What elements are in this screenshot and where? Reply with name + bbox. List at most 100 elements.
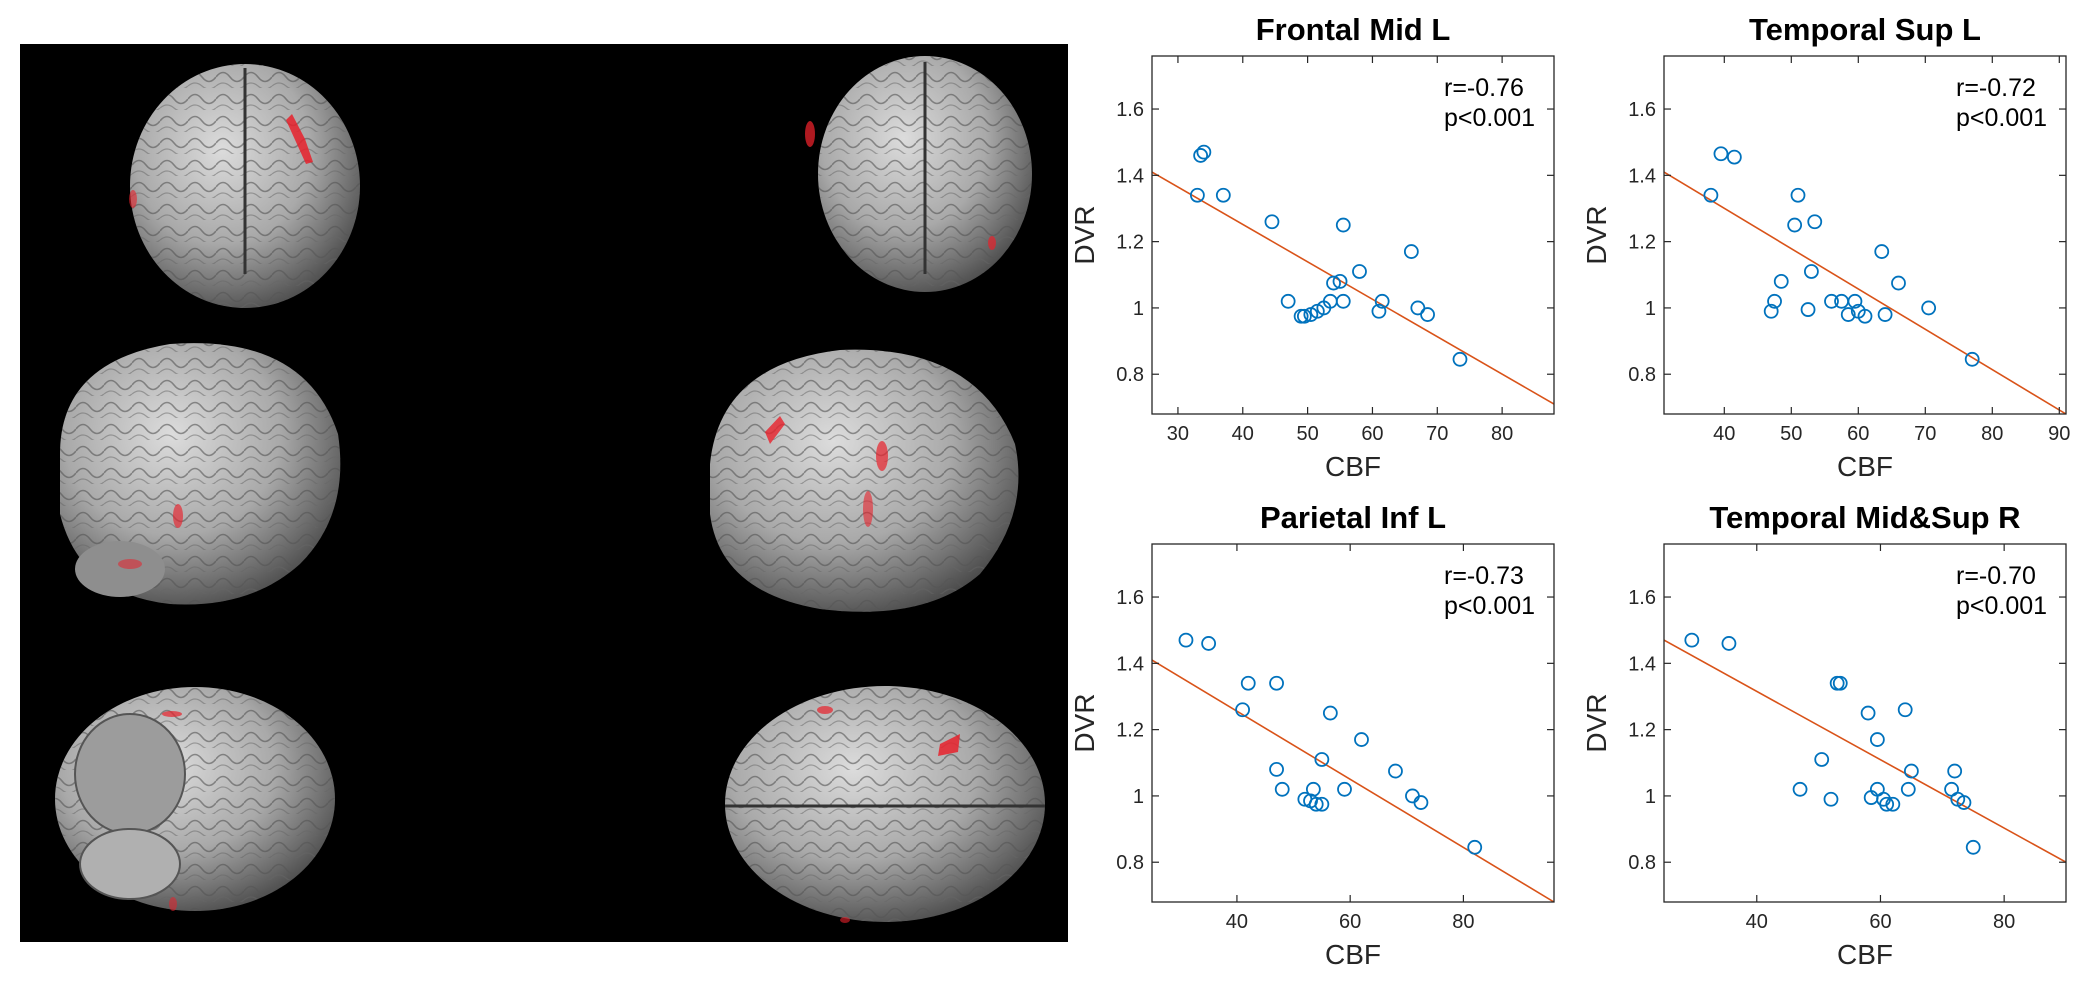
regression-line <box>1152 171 1554 405</box>
data-point <box>1269 675 1284 691</box>
y-tick-label: 1.2 <box>1116 232 1144 254</box>
data-point <box>1885 796 1901 812</box>
data-point <box>1860 705 1876 721</box>
plot-title: Temporal Mid&Sup R <box>1709 500 2020 535</box>
data-point <box>1314 796 1330 812</box>
x-axis-label: CBF <box>1325 451 1381 482</box>
x-tick-label: 80 <box>1452 911 1474 933</box>
data-point <box>1335 217 1351 233</box>
scatter-plot-parietal-inf-l: Parietal Inf L 40 60 80 0.8 1 1.2 1.4 1.6 CBF DVR r… <box>1069 492 1584 980</box>
correlation-annotation: p<0.001 <box>1444 104 1535 132</box>
x-axis-label: CBF <box>1837 939 1893 970</box>
scatter-plot-frontal-mid-l: Frontal Mid L 30 40 50 60 70 80 0.8 1 1.2 1.4 1.6 CB… <box>1069 4 1584 492</box>
axes-box <box>1151 543 1555 903</box>
correlation-annotation: r=-0.76 <box>1444 74 1524 102</box>
y-tick-label: 1.4 <box>1628 653 1656 675</box>
data-point <box>1857 308 1873 324</box>
data-point <box>1405 788 1420 804</box>
data-point <box>1964 351 1980 367</box>
data-point <box>1274 781 1290 797</box>
y-tick-label: 1 <box>1133 298 1144 320</box>
y-tick-label: 1.4 <box>1116 653 1144 675</box>
correlation-annotation: p<0.001 <box>1956 592 2047 620</box>
y-tick-label: 0.8 <box>1628 852 1656 874</box>
correlation-annotation: r=-0.70 <box>1956 562 2036 590</box>
regression-line <box>1664 171 2066 414</box>
y-tick-label: 1.6 <box>1628 99 1656 121</box>
y-tick-label: 0.8 <box>1628 364 1656 386</box>
x-tick-label: 70 <box>1914 423 1936 445</box>
x-axis-label: CBF <box>1325 939 1381 970</box>
y-tick-label: 0.8 <box>1116 364 1144 386</box>
data-point <box>1823 791 1839 807</box>
data-point <box>1410 300 1426 316</box>
data-point <box>1847 293 1863 309</box>
x-tick-label: 60 <box>1339 911 1361 933</box>
brain-view-left-lateral <box>60 343 341 605</box>
data-point <box>1322 705 1338 721</box>
data-point <box>1354 732 1369 747</box>
plot-title: Frontal Mid L <box>1256 12 1451 47</box>
activation-spot <box>765 416 785 444</box>
data-point <box>1235 702 1250 718</box>
x-tick-label: 80 <box>1491 423 1513 445</box>
x-tick-label: 80 <box>1993 911 2015 933</box>
data-point <box>1335 293 1351 309</box>
data-point <box>1829 675 1845 691</box>
axes-box <box>1663 55 2067 415</box>
data-point <box>1403 244 1419 259</box>
regression-line <box>1152 659 1554 902</box>
data-point <box>1891 275 1906 291</box>
y-tick-label: 1.6 <box>1116 587 1144 609</box>
data-point <box>1877 307 1893 322</box>
x-tick-label: 60 <box>1361 423 1383 445</box>
y-axis-label: DVR <box>1069 693 1100 752</box>
correlation-annotation: p<0.001 <box>1956 104 2047 132</box>
data-point <box>1773 274 1789 289</box>
y-tick-label: 1.4 <box>1628 165 1656 187</box>
data-point <box>1897 702 1913 718</box>
x-tick-label: 60 <box>1869 911 1891 933</box>
x-tick-label: 70 <box>1426 423 1448 445</box>
brain-view-right-lateral <box>710 349 1019 612</box>
data-point <box>1326 275 1341 291</box>
data-point <box>1189 187 1205 203</box>
data-point <box>1814 752 1830 767</box>
y-axis-label: DVR <box>1581 693 1612 752</box>
data-point <box>1332 274 1348 289</box>
y-tick-label: 1.2 <box>1116 720 1144 742</box>
data-point <box>1726 149 1742 165</box>
x-tick-label: 40 <box>1746 911 1768 933</box>
data-point <box>1840 307 1856 322</box>
brain-render-panel <box>20 44 1068 942</box>
y-tick-label: 1 <box>1645 298 1656 320</box>
correlation-annotation: r=-0.72 <box>1956 74 2036 102</box>
data-point <box>1215 187 1231 203</box>
x-axis-label: CBF <box>1837 451 1893 482</box>
scatter-plot-svg: Temporal Sup L 40 50 60 70 80 90 0.8 1 1.2 1.4 1.6 C… <box>1581 12 2070 482</box>
scatter-plot-svg: Frontal Mid L 30 40 50 60 70 80 0.8 1 1.2 1.4 1.6 CB… <box>1069 12 1555 482</box>
data-point <box>1824 293 1839 309</box>
data-point <box>1713 146 1729 162</box>
x-tick-label: 50 <box>1296 423 1318 445</box>
data-point <box>1420 307 1435 322</box>
x-tick-label: 80 <box>1981 423 2003 445</box>
x-tick-label: 40 <box>1713 423 1735 445</box>
data-point <box>1296 308 1312 324</box>
data-point <box>1767 293 1782 309</box>
y-tick-label: 1 <box>1133 786 1144 808</box>
data-point <box>1807 214 1823 230</box>
data-point <box>1240 675 1256 691</box>
data-point <box>1413 795 1429 810</box>
data-point <box>1874 244 1890 259</box>
activation-spot <box>118 559 142 569</box>
data-point <box>1787 217 1803 233</box>
data-point <box>1869 732 1885 747</box>
scatter-plot-temporal-mid-sup-r: Temporal Mid&Sup R 40 60 80 0.8 1 1.2 1.4 1.6 CBF… <box>1581 492 2076 980</box>
x-tick-label: 30 <box>1167 423 1189 445</box>
data-point <box>1956 795 1972 810</box>
data-point <box>1834 293 1849 309</box>
x-tick-label: 50 <box>1780 423 1802 445</box>
scatter-plot-temporal-sup-l: Temporal Sup L 40 50 60 70 80 90 0.8 1 1.2 1.4 1.6 C… <box>1581 4 2076 492</box>
data-point <box>1193 148 1209 163</box>
